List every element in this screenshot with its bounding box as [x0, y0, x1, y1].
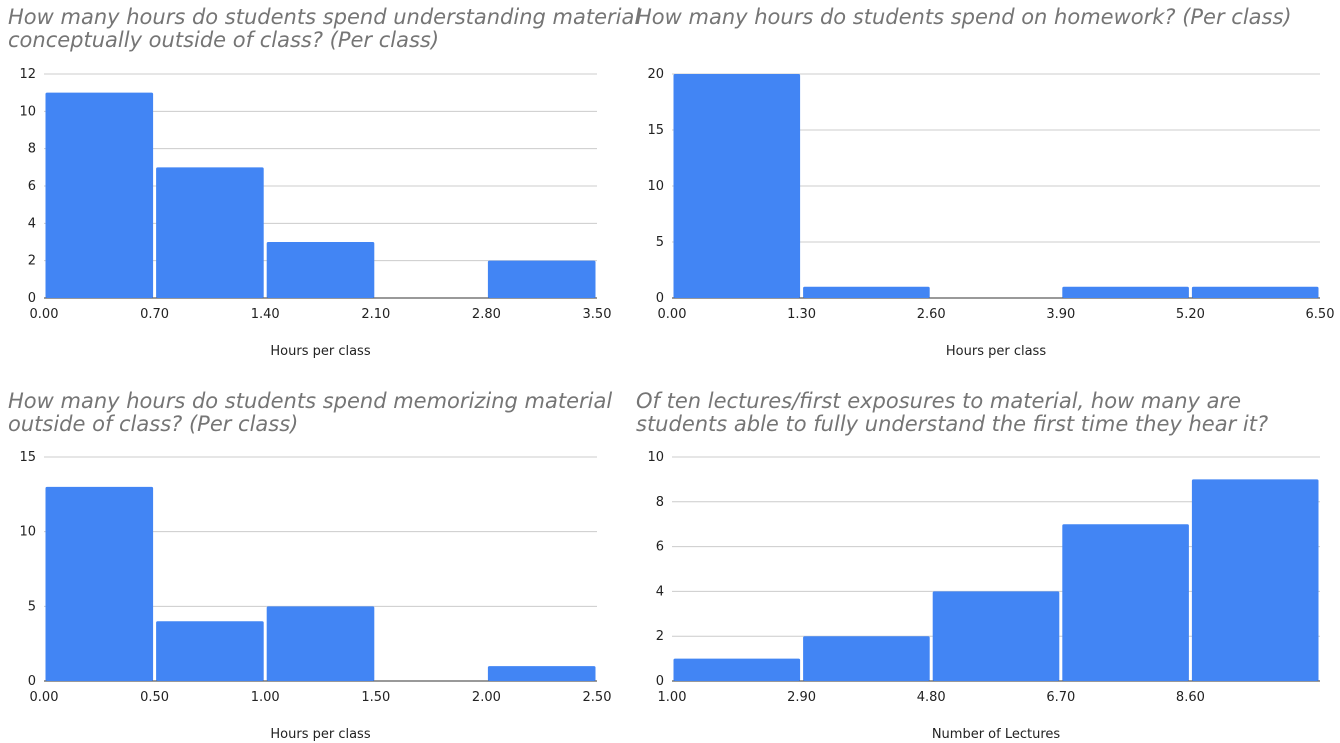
x-tick-label: 0.00: [30, 307, 59, 322]
y-tick-label: 2: [28, 254, 36, 269]
y-tick-label: 6: [28, 179, 36, 194]
histogram-bar[interactable]: [1062, 524, 1189, 681]
histogram-homework: 0 5 10 15 20 0.00 1.30 2.60 3.90 5.20 6.50 Hours pe…: [647, 67, 1335, 359]
x-tick-label: 8.60: [1176, 690, 1205, 705]
y-tick-label: 15: [647, 123, 664, 138]
y-tick-label: 8: [656, 495, 664, 510]
histogram-bar[interactable]: [266, 606, 375, 681]
y-tick-label: 5: [656, 235, 664, 250]
histogram-bar[interactable]: [1191, 286, 1319, 298]
x-tick-label: 0.70: [140, 307, 169, 322]
x-tick-label: 2.90: [787, 690, 816, 705]
histogram-bar[interactable]: [932, 591, 1060, 681]
y-tick-label: 10: [19, 104, 36, 119]
y-tick-label: 10: [647, 450, 664, 465]
y-tick-label: 4: [656, 584, 664, 599]
chart-title: How many hours do students spend memoriz…: [8, 389, 613, 436]
histogram-bar[interactable]: [803, 636, 930, 681]
histogram-bar[interactable]: [1191, 479, 1319, 681]
histogram-bar[interactable]: [803, 286, 930, 298]
x-tick-label: 1.00: [658, 690, 687, 705]
x-tick-label: 3.50: [583, 307, 612, 322]
y-tick-label: 8: [28, 142, 36, 157]
histogram-bar[interactable]: [487, 666, 596, 681]
x-tick-label: 6.50: [1306, 307, 1335, 322]
histogram-bar[interactable]: [156, 167, 264, 298]
histogram-bar[interactable]: [45, 486, 154, 681]
x-tick-label: 4.80: [917, 690, 946, 705]
y-tick-label: 0: [28, 291, 36, 306]
x-tick-label: 5.20: [1176, 307, 1205, 322]
histogram-bar[interactable]: [45, 92, 154, 299]
x-axis-label: Number of Lectures: [932, 727, 1061, 742]
histogram-memorizing: 0 5 10 15 0.00 0.50 1.00 1.50 2.00 2.50 Hours per …: [19, 450, 612, 742]
histogram-bar[interactable]: [1062, 286, 1189, 298]
y-tick-label: 10: [19, 525, 36, 540]
x-tick-label: 6.70: [1046, 690, 1075, 705]
histogram-bar[interactable]: [487, 260, 596, 298]
y-tick-label: 0: [656, 291, 664, 306]
x-tick-label: 2.10: [361, 307, 390, 322]
x-axis-label: Hours per class: [946, 344, 1046, 359]
x-tick-label: 0.00: [30, 690, 59, 705]
histogram-panel-lectures: Of ten lectures/first exposures to mater…: [628, 384, 1340, 743]
x-axis-label: Hours per class: [270, 727, 370, 742]
histogram-panel-homework: How many hours do students spend on home…: [628, 0, 1340, 371]
y-tick-label: 0: [656, 674, 664, 689]
x-tick-label: 1.00: [251, 690, 280, 705]
x-tick-label: 2.60: [917, 307, 946, 322]
y-tick-label: 0: [28, 674, 36, 689]
histogram-understanding: 0 2 4 6 8 10 12 0.00 0.70 1.40 2.10 2.80 3.50 Hours p…: [19, 67, 612, 359]
x-tick-label: 0.50: [140, 690, 169, 705]
x-tick-label: 1.40: [251, 307, 280, 322]
x-axis-label: Hours per class: [270, 344, 370, 359]
histogram-bar[interactable]: [156, 621, 264, 681]
y-tick-label: 5: [28, 599, 36, 614]
histogram-panel-understanding: How many hours do students spend underst…: [0, 0, 670, 371]
x-tick-label: 3.90: [1046, 307, 1075, 322]
y-tick-label: 6: [656, 540, 664, 555]
x-tick-label: 1.30: [787, 307, 816, 322]
y-tick-label: 10: [647, 179, 664, 194]
x-tick-label: 2.50: [583, 690, 612, 705]
histogram-bar[interactable]: [266, 242, 375, 298]
y-tick-label: 12: [19, 67, 36, 82]
y-tick-label: 2: [656, 629, 664, 644]
y-tick-label: 4: [28, 216, 36, 231]
x-tick-label: 1.50: [361, 690, 390, 705]
histogram-lectures: 0 2 4 6 8 10 1.00 2.90 4.80 6.70 8.60 Number of Lec…: [647, 450, 1320, 742]
y-tick-label: 20: [647, 67, 664, 82]
x-tick-label: 2.80: [472, 307, 501, 322]
chart-title: Of ten lectures/first exposures to mater…: [636, 389, 1269, 436]
chart-title: How many hours do students spend on home…: [636, 5, 1292, 29]
histogram-bar[interactable]: [673, 658, 801, 681]
x-tick-label: 2.00: [472, 690, 501, 705]
x-tick-label: 0.00: [658, 307, 687, 322]
histogram-panel-memorizing: How many hours do students spend memoriz…: [0, 384, 670, 743]
histogram-bar[interactable]: [673, 74, 801, 298]
y-tick-label: 15: [19, 450, 36, 465]
chart-title: How many hours do students spend underst…: [8, 5, 641, 52]
